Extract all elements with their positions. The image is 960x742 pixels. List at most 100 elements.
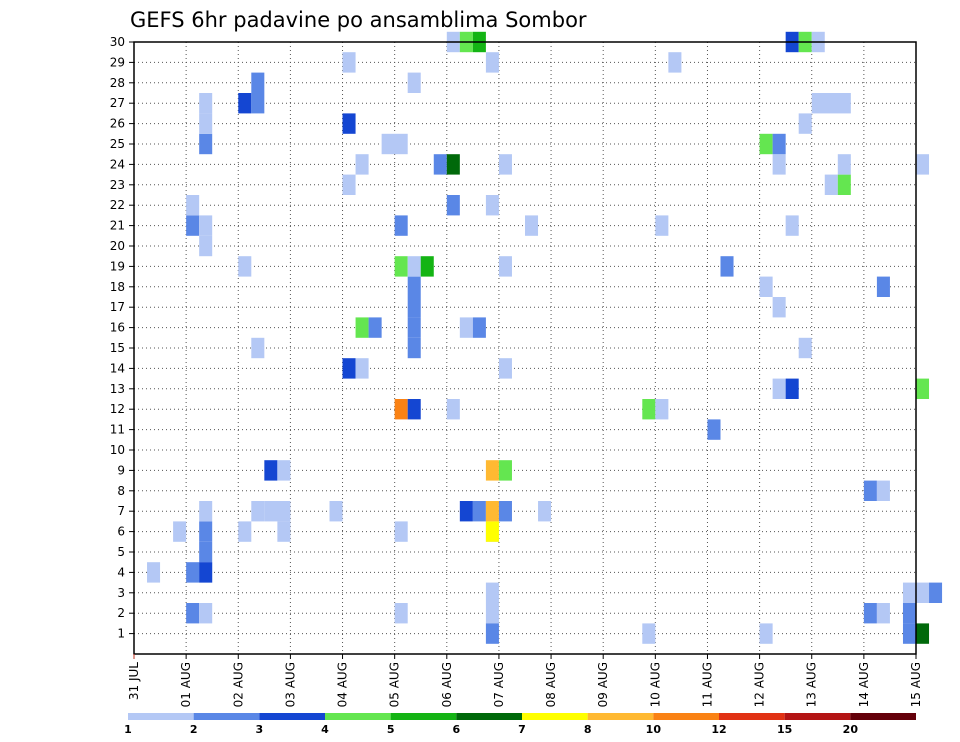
colorbar-label: 4 <box>321 723 329 736</box>
heatmap-cell <box>485 195 499 216</box>
heatmap-cell <box>916 623 930 644</box>
colorbar-label: 20 <box>843 723 859 736</box>
colorbar-label: 15 <box>777 723 792 736</box>
x-tick-label: 07 AUG <box>492 662 506 707</box>
heatmap-cell <box>642 623 656 644</box>
x-tick-label: 10 AUG <box>648 662 662 707</box>
heatmap-cell <box>394 603 408 624</box>
heatmap-cell <box>199 541 213 563</box>
heatmap-cell <box>251 501 265 522</box>
heatmap-cell <box>863 603 877 624</box>
heatmap-cell <box>147 562 161 583</box>
heatmap-cell <box>355 154 369 175</box>
heatmap-cell <box>173 521 187 542</box>
heatmap-cell <box>199 93 213 114</box>
heatmap-cell <box>342 358 356 379</box>
y-tick-label: 13 <box>110 382 125 396</box>
colorbar-swatch <box>522 713 588 720</box>
x-tick-label: 11 AUG <box>700 662 714 707</box>
heatmap-cell <box>876 603 890 624</box>
heatmap-cell <box>433 154 447 175</box>
x-tick-label: 04 AUG <box>336 662 350 707</box>
heatmap-cell <box>407 317 421 338</box>
y-tick-label: 4 <box>117 565 125 579</box>
heatmap-cell <box>420 256 434 277</box>
heatmap-cell <box>199 133 213 155</box>
heatmap-cell <box>902 603 916 624</box>
y-tick-label: 15 <box>110 341 125 355</box>
heatmap-cell <box>472 501 486 522</box>
y-tick-label: 27 <box>110 96 125 110</box>
y-tick-label: 3 <box>117 586 125 600</box>
colorbar-swatch <box>587 713 654 720</box>
heatmap-cell <box>394 256 408 277</box>
heatmap-cell <box>902 623 916 644</box>
y-tick-label: 12 <box>110 402 125 416</box>
y-tick-label: 23 <box>110 178 125 192</box>
heatmap-cell <box>277 521 291 542</box>
heatmap-cell <box>498 501 512 522</box>
x-tick-label: 15 AUG <box>909 662 923 707</box>
chart-title: GEFS 6hr padavine po ansamblima Sombor <box>130 8 587 32</box>
heatmap-cell <box>498 154 512 175</box>
heatmap-cell <box>876 480 890 501</box>
x-tick-label: 14 AUG <box>857 662 871 707</box>
y-tick-label: 5 <box>117 545 125 559</box>
heatmap-cell <box>772 133 786 155</box>
colorbar-swatch <box>653 713 719 720</box>
x-tick-label: 03 AUG <box>283 662 297 707</box>
heatmap-cell <box>394 521 408 542</box>
heatmap-cell <box>407 337 421 359</box>
colorbar-label: 7 <box>518 723 526 736</box>
heatmap-cell <box>459 317 473 338</box>
colorbar-swatch <box>784 713 851 720</box>
heatmap-cell <box>759 133 773 155</box>
heatmap-cell <box>498 460 512 481</box>
colorbar-swatch <box>259 713 325 720</box>
heatmap-cell <box>199 215 213 236</box>
heatmap-cell <box>642 399 656 420</box>
y-tick-label: 25 <box>110 137 125 151</box>
colorbar-label: 5 <box>387 723 395 736</box>
y-tick-label: 16 <box>110 321 125 335</box>
heatmap-cell <box>238 521 252 542</box>
heatmap-cell <box>655 215 669 236</box>
heatmap-cell <box>707 419 721 440</box>
heatmap-cell <box>199 501 213 522</box>
heatmap-cells <box>147 31 943 644</box>
x-tick-label: 09 AUG <box>596 662 610 707</box>
heatmap-cell <box>446 154 460 175</box>
y-tick-label: 21 <box>110 219 125 233</box>
colorbar-label: 12 <box>711 723 726 736</box>
heatmap-cell <box>199 562 213 583</box>
heatmap-cell <box>186 195 200 216</box>
heatmap-cell <box>407 276 421 297</box>
heatmap-cell <box>381 133 408 155</box>
y-tick-label: 14 <box>110 361 125 375</box>
heatmap-cell <box>498 256 512 277</box>
heatmap-cell <box>929 582 943 603</box>
heatmap-cell <box>277 460 291 481</box>
heatmap-cell <box>785 215 799 236</box>
heatmap-cell <box>251 72 265 93</box>
colorbar-swatch <box>325 713 391 720</box>
y-tick-label: 30 <box>110 35 125 49</box>
y-tick-label: 10 <box>110 443 125 457</box>
heatmap-cell <box>407 297 421 318</box>
heatmap-cell <box>446 195 460 216</box>
y-tick-label: 28 <box>110 76 125 90</box>
y-tick-label: 18 <box>110 280 125 294</box>
x-tick-label: 12 AUG <box>753 662 767 707</box>
colorbar-label: 1 <box>124 723 132 736</box>
y-tick-label: 2 <box>117 606 125 620</box>
heatmap-cell <box>668 52 682 73</box>
heatmap-cell <box>199 521 213 542</box>
heatmap-cell <box>863 480 877 501</box>
heatmap-cell <box>446 399 460 420</box>
heatmap-cell <box>485 582 499 603</box>
heatmap-cell <box>186 215 200 236</box>
heatmap-cell <box>525 215 539 236</box>
heatmap-cell <box>485 623 499 644</box>
x-tick-label: 13 AUG <box>805 662 819 707</box>
